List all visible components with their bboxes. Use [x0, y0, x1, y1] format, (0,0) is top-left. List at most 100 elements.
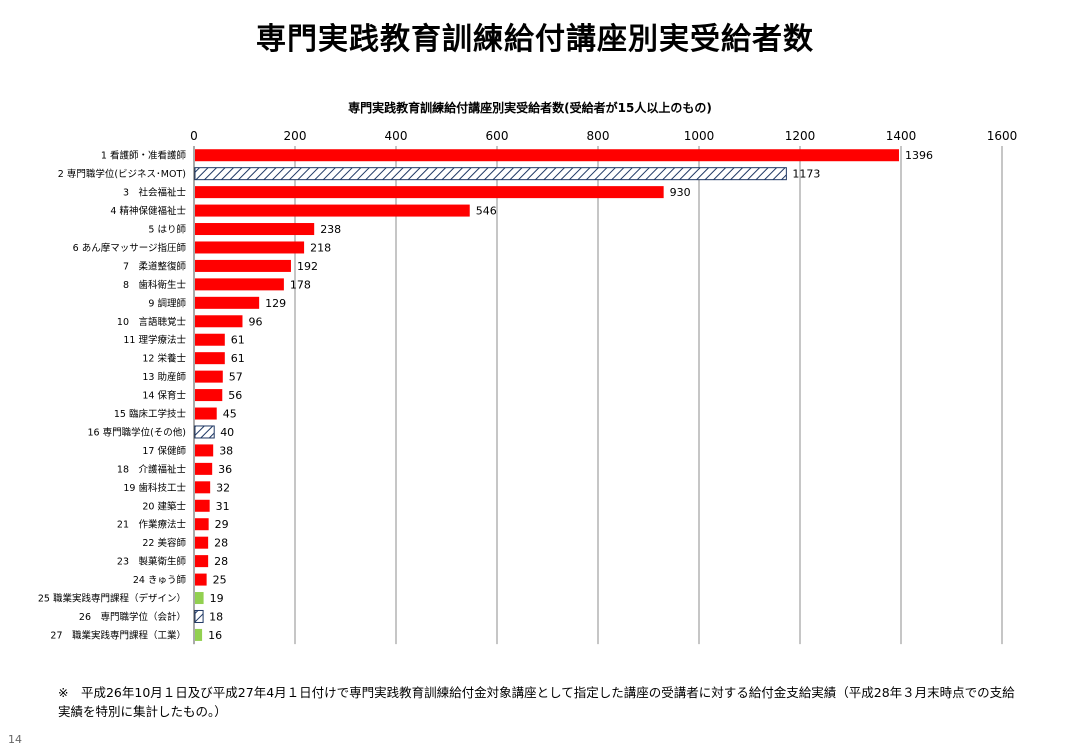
- x-tick-label: 800: [587, 129, 610, 143]
- data-label: 1396: [905, 149, 933, 162]
- bar: [195, 149, 899, 162]
- bar: [195, 481, 211, 494]
- category-label: 10 言語聴覚士: [117, 316, 187, 328]
- category-label: 21 作業療法士: [117, 519, 187, 531]
- bar: [195, 296, 260, 309]
- data-label: 19: [210, 592, 224, 605]
- category-label: 8 歯科衛生士: [123, 279, 187, 291]
- bar: [195, 536, 209, 549]
- value-labels: 1396117393054623821819217812996616157564…: [208, 149, 933, 642]
- bar: [195, 333, 225, 346]
- data-label: 18: [209, 610, 223, 623]
- category-label: 3 社会福祉士: [123, 187, 187, 199]
- bar-chart: 専門実践教育訓練給付講座別実受給者数(受給者が15人以上のもの) 0 200 400…: [38, 100, 1017, 645]
- category-label: 11 理学療法士: [123, 334, 186, 346]
- category-label: 5 はり師: [148, 224, 186, 236]
- data-label: 32: [216, 481, 230, 494]
- data-label: 930: [670, 186, 691, 199]
- bar: [195, 352, 225, 365]
- data-label: 38: [219, 444, 233, 457]
- bar: [195, 499, 210, 512]
- data-label: 96: [248, 315, 262, 328]
- bar: [195, 573, 207, 586]
- data-label: 56: [228, 389, 242, 402]
- bar: [195, 204, 470, 217]
- x-tick-label: 0: [190, 129, 198, 143]
- x-tick-label: 1200: [785, 129, 816, 143]
- category-label: 15 臨床工学技士: [114, 408, 187, 420]
- data-label: 61: [231, 334, 245, 347]
- data-label: 192: [297, 260, 318, 273]
- data-label: 178: [290, 278, 311, 291]
- data-label: 28: [214, 555, 228, 568]
- category-label: 24 きゅう師: [133, 574, 187, 586]
- x-axis-ticks: 0 200 400 600 800 1000 1200 1400 1600: [190, 129, 1017, 143]
- data-label: 546: [476, 205, 497, 218]
- chart-bars: [194, 149, 899, 641]
- category-label: 16 専門職学位(その他): [87, 426, 186, 438]
- footnote: ※ 平成26年10月１日及び平成27年4月１日付けで専門実践教育訓練給付金対象講…: [58, 685, 1015, 719]
- category-label: 12 栄養士: [142, 353, 186, 365]
- bar: [195, 278, 284, 291]
- data-label: 36: [218, 463, 232, 476]
- x-tick-label: 1000: [684, 129, 715, 143]
- category-label: 27 職業実践専門課程（工業）: [50, 629, 186, 641]
- chart-title: 専門実践教育訓練給付講座別実受給者数(受給者が15人以上のもの): [348, 100, 712, 115]
- bar: [194, 167, 787, 181]
- category-label: 26 専門職学位（会計）: [79, 611, 186, 623]
- data-label: 57: [229, 371, 243, 384]
- chart-grid: [193, 146, 1003, 645]
- data-label: 29: [215, 518, 229, 531]
- bar: [195, 628, 203, 641]
- bar: [195, 389, 223, 402]
- data-label: 16: [208, 629, 222, 642]
- bar: [195, 555, 209, 568]
- category-label: 17 保健師: [142, 445, 186, 457]
- category-label: 25 職業実践専門課程（デザイン）: [38, 593, 186, 605]
- bar: [195, 518, 209, 531]
- category-label: 7 柔道整復師: [123, 260, 187, 272]
- x-tick-label: 400: [385, 129, 408, 143]
- category-label: 23 製菓衛生師: [117, 556, 187, 568]
- data-label: 25: [213, 574, 227, 587]
- bar: [194, 609, 204, 623]
- x-tick-label: 600: [486, 129, 509, 143]
- data-label: 28: [214, 537, 228, 550]
- bar: [195, 592, 204, 605]
- bar: [195, 407, 217, 420]
- category-label: 9 調理師: [148, 297, 186, 309]
- category-label: 1 看護師・准看護師: [101, 150, 187, 162]
- category-label: 13 助産師: [142, 371, 186, 383]
- data-label: 45: [223, 408, 237, 421]
- bar: [195, 370, 223, 383]
- category-label: 6 あん摩マッサージ指圧師: [73, 242, 187, 254]
- category-label: 19 歯科技工士: [123, 482, 186, 494]
- category-label: 2 専門職学位(ビジネス･MOT): [58, 168, 186, 180]
- category-label: 20 建築士: [142, 500, 186, 512]
- category-label: 18 介護福祉士: [117, 463, 187, 475]
- bar: [195, 444, 214, 457]
- x-tick-label: 1400: [886, 129, 917, 143]
- bar: [195, 186, 664, 199]
- category-label: 22 美容師: [142, 537, 186, 549]
- data-label: 61: [231, 352, 245, 365]
- bar: [194, 425, 215, 439]
- category-label: 14 保育士: [142, 390, 186, 402]
- data-label: 218: [310, 241, 331, 254]
- bar: [195, 241, 305, 254]
- x-tick-label: 1600: [987, 129, 1018, 143]
- page-title: 専門実践教育訓練給付講座別実受給者数: [256, 22, 814, 57]
- page-number: 14: [8, 733, 22, 746]
- bar: [195, 462, 213, 475]
- data-label: 31: [216, 500, 230, 513]
- category-label: 4 精神保健福祉士: [110, 205, 186, 217]
- x-tick-label: 200: [284, 129, 307, 143]
- data-label: 238: [320, 223, 341, 236]
- data-label: 129: [265, 297, 286, 310]
- bar: [195, 259, 291, 272]
- bar: [195, 315, 243, 328]
- data-label: 1173: [792, 168, 820, 181]
- bar: [195, 223, 315, 236]
- category-labels: 1 看護師・准看護師 2 専門職学位(ビジネス･MOT) 3 社会福祉士 4 精神保健…: [38, 150, 187, 642]
- data-label: 40: [220, 426, 234, 439]
